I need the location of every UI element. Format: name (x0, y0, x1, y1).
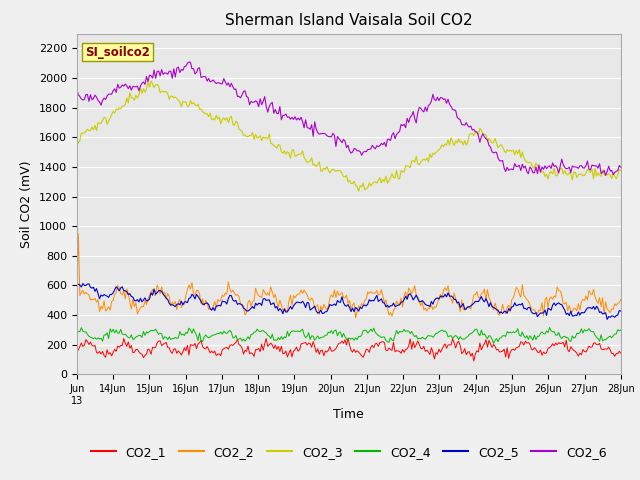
CO2_1 (262, 336, 270, 341)
CO2_5 (141, 295, 149, 301)
CO2_6 (264, 109, 271, 115)
Line: CO2_6: CO2_6 (77, 62, 621, 175)
CO2_3 (147, 78, 155, 84)
CO2_2 (312, 303, 320, 309)
CO2_2 (73, 294, 81, 300)
Title: Sherman Island Vaisala Soil CO2: Sherman Island Vaisala Soil CO2 (225, 13, 472, 28)
CO2_3 (589, 176, 597, 182)
CO2_2 (255, 293, 262, 299)
CO2_6 (140, 79, 147, 85)
CO2_5 (255, 300, 262, 306)
CO2_3 (237, 127, 244, 133)
CO2_4 (262, 330, 270, 336)
CO2_1 (470, 358, 477, 364)
CO2_2 (74, 231, 82, 237)
CO2_1 (344, 335, 352, 341)
CO2_3 (73, 137, 81, 143)
CO2_5 (588, 306, 596, 312)
CO2_6 (185, 59, 193, 65)
CO2_6 (312, 126, 320, 132)
CO2_1 (73, 347, 81, 352)
CO2_4 (253, 326, 261, 332)
Line: CO2_5: CO2_5 (77, 284, 621, 319)
CO2_3 (312, 164, 320, 169)
CO2_5 (617, 308, 625, 314)
CO2_6 (237, 95, 244, 101)
CO2_5 (237, 301, 244, 307)
CO2_2 (617, 297, 625, 302)
CO2_4 (235, 336, 243, 342)
CO2_4 (140, 329, 147, 335)
CO2_2 (589, 287, 597, 292)
CO2_6 (255, 104, 262, 109)
CO2_5 (604, 316, 611, 322)
CO2_3 (617, 168, 625, 173)
CO2_3 (355, 188, 362, 194)
CO2_4 (311, 337, 319, 343)
CO2_5 (264, 297, 271, 303)
CO2_4 (73, 329, 81, 335)
CO2_4 (490, 341, 497, 347)
CO2_2 (141, 298, 149, 303)
CO2_6 (73, 86, 81, 92)
Y-axis label: Soil CO2 (mV): Soil CO2 (mV) (20, 160, 33, 248)
Line: CO2_4: CO2_4 (77, 327, 621, 344)
CO2_1 (253, 347, 261, 353)
CO2_6 (588, 162, 596, 168)
CO2_5 (312, 308, 320, 314)
CO2_4 (589, 329, 597, 335)
CO2_5 (73, 283, 81, 289)
CO2_2 (264, 290, 271, 296)
CO2_1 (617, 350, 625, 356)
Legend: CO2_1, CO2_2, CO2_3, CO2_4, CO2_5, CO2_6: CO2_1, CO2_2, CO2_3, CO2_4, CO2_5, CO2_6 (86, 441, 612, 464)
Line: CO2_2: CO2_2 (77, 234, 621, 318)
X-axis label: Time: Time (333, 408, 364, 421)
Line: CO2_1: CO2_1 (77, 338, 621, 361)
CO2_1 (311, 344, 319, 349)
CO2_2 (352, 315, 360, 321)
CO2_3 (255, 134, 262, 140)
CO2_1 (589, 340, 597, 346)
CO2_2 (237, 300, 244, 306)
CO2_4 (617, 327, 625, 333)
CO2_1 (235, 342, 243, 348)
CO2_5 (79, 281, 86, 287)
CO2_6 (602, 172, 609, 178)
CO2_1 (140, 355, 147, 360)
CO2_3 (140, 86, 147, 92)
Text: SI_soilco2: SI_soilco2 (85, 46, 150, 59)
Line: CO2_3: CO2_3 (77, 81, 621, 191)
CO2_6 (617, 164, 625, 170)
CO2_3 (264, 136, 271, 142)
CO2_4 (546, 324, 554, 330)
